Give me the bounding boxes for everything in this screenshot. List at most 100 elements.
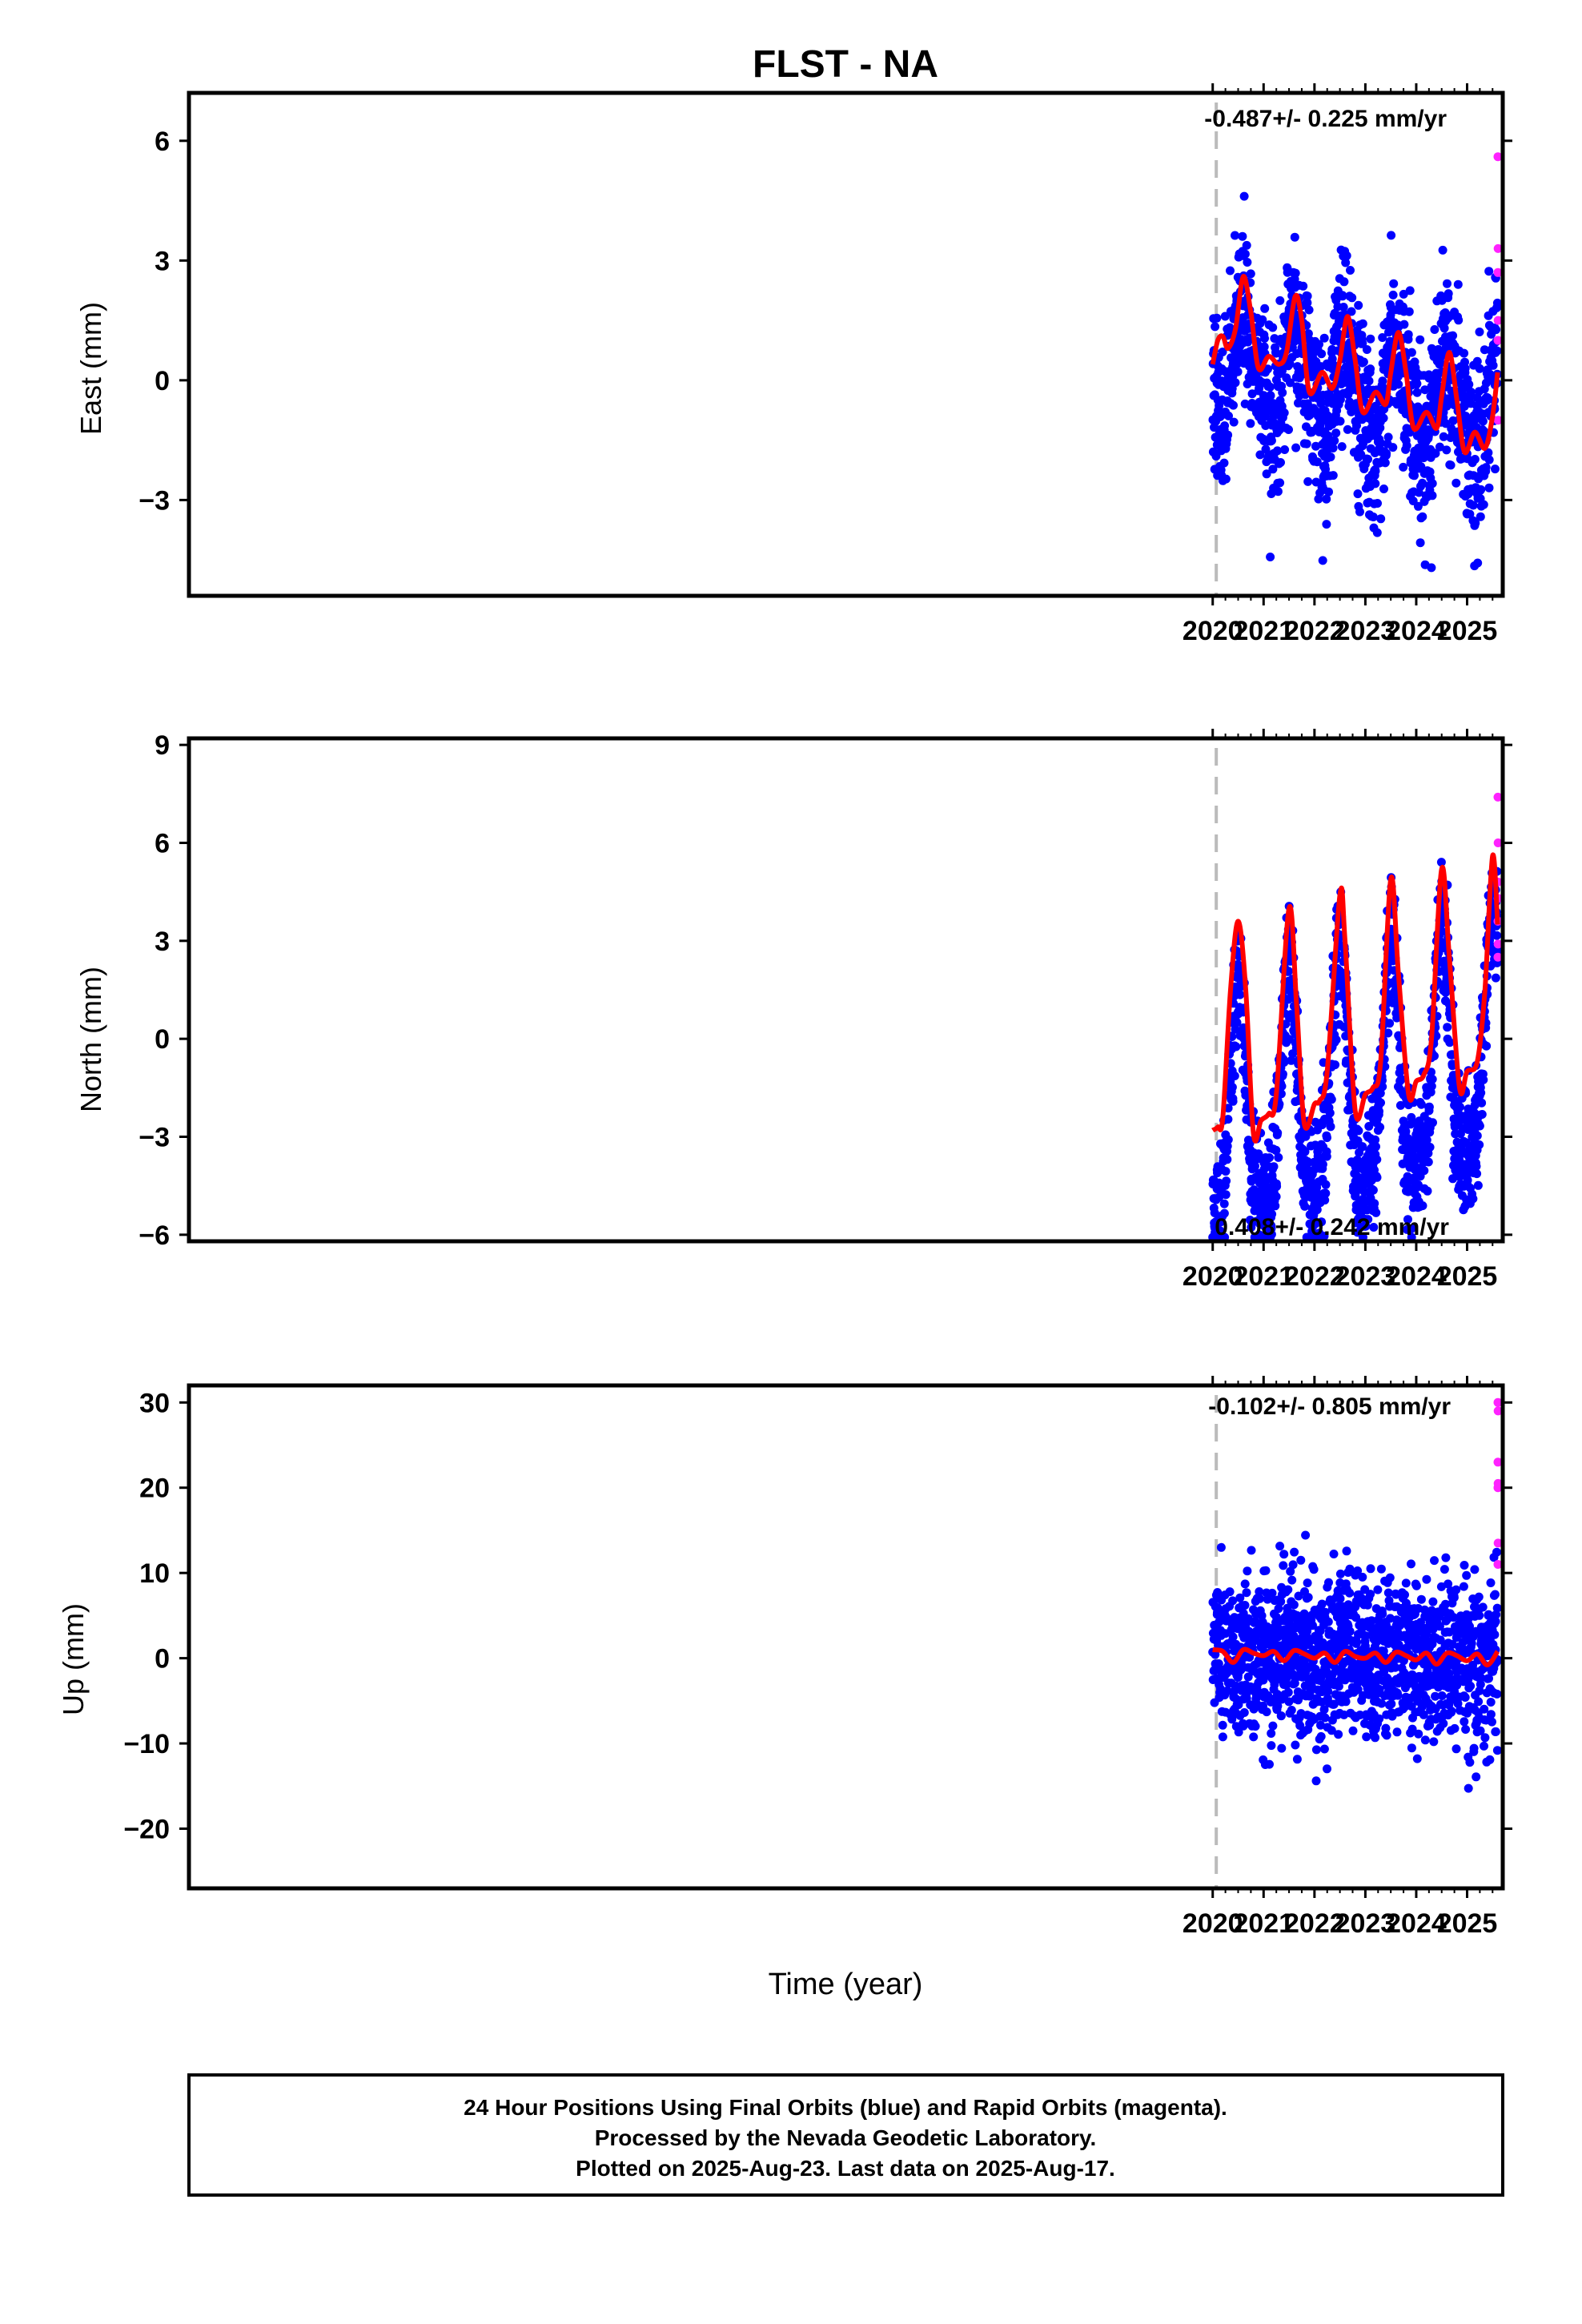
final-orbit-point bbox=[1246, 419, 1255, 428]
final-orbit-point bbox=[1322, 1152, 1331, 1161]
final-orbit-point bbox=[1466, 1681, 1476, 1691]
final-orbit-point bbox=[1340, 1675, 1350, 1685]
final-orbit-point bbox=[1464, 1104, 1473, 1114]
final-orbit-point bbox=[1243, 258, 1252, 267]
final-orbit-point bbox=[1377, 1699, 1387, 1708]
final-orbit-point bbox=[1378, 376, 1387, 386]
final-orbit-point bbox=[1325, 1108, 1335, 1118]
final-orbit-point bbox=[1255, 1587, 1264, 1596]
final-orbit-point bbox=[1444, 1627, 1454, 1637]
final-orbit-point bbox=[1480, 1733, 1490, 1743]
final-orbit-point bbox=[1304, 305, 1314, 315]
final-orbit-point bbox=[1488, 1717, 1496, 1727]
rapid-orbit-point bbox=[1493, 792, 1503, 802]
final-orbit-point bbox=[1352, 1638, 1361, 1647]
final-orbit-point bbox=[1472, 1131, 1482, 1140]
final-orbit-point bbox=[1240, 1601, 1250, 1610]
final-orbit-point bbox=[1454, 316, 1464, 325]
final-orbit-point bbox=[1418, 512, 1427, 521]
final-orbit-point bbox=[1460, 1561, 1469, 1570]
final-orbit-point bbox=[1271, 1201, 1280, 1211]
final-orbit-point bbox=[1215, 1226, 1225, 1235]
final-orbit-point bbox=[1428, 1597, 1438, 1606]
rapid-orbit-point bbox=[1493, 838, 1503, 847]
final-orbit-point bbox=[1267, 1588, 1277, 1598]
final-orbit-point bbox=[1370, 1199, 1379, 1208]
final-orbit-point bbox=[1362, 1732, 1371, 1742]
up-axis-label: Up (mm) bbox=[57, 1603, 90, 1715]
final-orbit-point bbox=[1242, 1588, 1251, 1598]
final-orbit-point bbox=[1383, 1588, 1393, 1598]
final-orbit-point bbox=[1436, 352, 1445, 362]
final-orbit-point bbox=[1317, 1217, 1327, 1227]
final-orbit-point bbox=[1385, 1573, 1395, 1582]
x-tick-label: 2025 bbox=[1437, 616, 1498, 646]
final-orbit-point bbox=[1268, 464, 1278, 474]
final-orbit-point bbox=[1483, 394, 1492, 404]
final-orbit-point bbox=[1366, 334, 1375, 344]
final-orbit-point bbox=[1271, 1192, 1281, 1201]
final-orbit-point bbox=[1323, 1617, 1333, 1626]
final-orbit-point bbox=[1232, 1018, 1242, 1027]
rapid-orbit-point bbox=[1493, 267, 1503, 277]
final-orbit-point bbox=[1402, 1598, 1411, 1608]
rapid-orbit-points bbox=[1493, 152, 1503, 425]
final-orbit-point bbox=[1491, 973, 1500, 983]
final-orbit-point bbox=[1388, 443, 1398, 452]
final-orbit-point bbox=[1381, 1723, 1391, 1733]
final-orbit-point bbox=[1439, 324, 1449, 333]
final-orbit-point bbox=[1265, 1759, 1274, 1769]
final-orbit-point bbox=[1383, 432, 1393, 442]
final-orbit-point bbox=[1371, 1208, 1381, 1217]
final-orbit-point bbox=[1422, 1136, 1431, 1145]
final-orbit-point bbox=[1368, 1185, 1378, 1195]
final-orbit-point bbox=[1274, 1604, 1283, 1614]
final-orbit-point bbox=[1460, 348, 1469, 358]
final-orbit-point bbox=[1412, 1754, 1422, 1763]
final-orbit-point bbox=[1412, 388, 1422, 397]
final-orbit-point bbox=[1413, 501, 1423, 511]
final-orbit-point bbox=[1320, 1196, 1330, 1205]
final-orbit-point bbox=[1227, 1083, 1237, 1092]
final-orbit-point bbox=[1221, 1190, 1231, 1200]
final-orbit-point bbox=[1300, 1201, 1310, 1211]
final-orbit-point bbox=[1375, 1107, 1383, 1116]
final-orbit-point bbox=[1352, 421, 1361, 430]
final-orbit-point bbox=[1407, 1724, 1417, 1734]
final-orbit-point bbox=[1492, 931, 1501, 940]
final-orbit-point bbox=[1331, 1035, 1341, 1044]
final-orbit-point bbox=[1282, 1680, 1291, 1690]
final-orbit-point bbox=[1492, 1547, 1501, 1557]
final-orbit-point bbox=[1367, 1616, 1376, 1626]
final-orbit-point bbox=[1484, 455, 1494, 464]
final-orbit-point bbox=[1302, 439, 1311, 448]
final-orbit-point bbox=[1255, 1594, 1264, 1603]
east-rate-label: -0.487+/- 0.225 mm/yr bbox=[1204, 106, 1447, 132]
final-orbit-point bbox=[1358, 339, 1367, 348]
final-orbit-point bbox=[1330, 436, 1339, 445]
final-orbit-point bbox=[1366, 364, 1375, 374]
final-orbit-point bbox=[1476, 1679, 1485, 1689]
final-orbit-point bbox=[1371, 1135, 1380, 1144]
rapid-orbit-point bbox=[1493, 1560, 1503, 1569]
final-orbit-point bbox=[1243, 1672, 1253, 1682]
final-orbit-point bbox=[1385, 1019, 1395, 1028]
final-orbit-point bbox=[1371, 466, 1380, 476]
final-orbit-point bbox=[1234, 1700, 1243, 1710]
east-axis-label: East (mm) bbox=[74, 302, 107, 435]
final-orbit-point bbox=[1225, 323, 1235, 332]
final-orbit-point bbox=[1328, 444, 1338, 452]
final-orbit-point bbox=[1354, 300, 1363, 310]
final-orbit-point bbox=[1484, 267, 1494, 276]
final-orbit-point bbox=[1263, 1594, 1272, 1604]
final-orbit-point bbox=[1430, 1556, 1439, 1566]
final-orbit-point bbox=[1247, 1546, 1256, 1555]
final-orbit-point bbox=[1372, 528, 1382, 537]
final-orbit-point bbox=[1218, 1720, 1227, 1730]
final-orbit-point bbox=[1321, 464, 1330, 474]
final-orbit-point bbox=[1241, 1088, 1251, 1098]
final-orbit-point bbox=[1452, 1744, 1461, 1754]
final-orbit-point bbox=[1346, 266, 1355, 275]
x-tick-label: 2024 bbox=[1386, 1908, 1447, 1939]
final-orbit-point bbox=[1364, 1122, 1374, 1131]
